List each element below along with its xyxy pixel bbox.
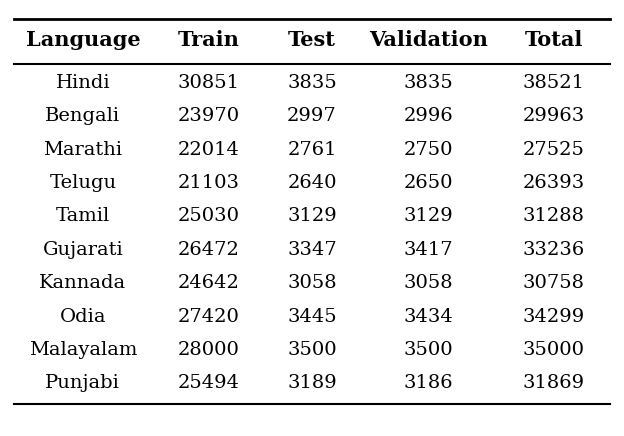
Text: Gujarati: Gujarati [42, 241, 124, 259]
Text: 3835: 3835 [403, 74, 453, 92]
Text: 2650: 2650 [403, 174, 453, 192]
Text: 22014: 22014 [177, 141, 240, 159]
Text: Hindi: Hindi [56, 74, 110, 92]
Text: 25494: 25494 [177, 374, 240, 392]
Text: 21103: 21103 [177, 174, 240, 192]
Text: 30758: 30758 [523, 274, 585, 292]
Text: 34299: 34299 [522, 307, 585, 326]
Text: 2761: 2761 [287, 141, 337, 159]
Text: Odia: Odia [60, 307, 106, 326]
Text: 2996: 2996 [403, 107, 453, 126]
Text: 3186: 3186 [403, 374, 453, 392]
Text: 3129: 3129 [287, 208, 337, 225]
Text: 3058: 3058 [287, 274, 337, 292]
Text: 3129: 3129 [403, 208, 453, 225]
Text: Punjabi: Punjabi [46, 374, 120, 392]
Text: 31869: 31869 [523, 374, 585, 392]
Text: Bengali: Bengali [46, 107, 120, 126]
Text: 3189: 3189 [287, 374, 337, 392]
Text: Kannada: Kannada [39, 274, 127, 292]
Text: Language: Language [26, 31, 140, 51]
Text: 2997: 2997 [287, 107, 337, 126]
Text: Malayalam: Malayalam [29, 341, 137, 359]
Text: 27525: 27525 [523, 141, 585, 159]
Text: 3835: 3835 [287, 74, 337, 92]
Text: 33236: 33236 [522, 241, 585, 259]
Text: 2750: 2750 [403, 141, 453, 159]
Text: Tamil: Tamil [56, 208, 110, 225]
Text: 3347: 3347 [287, 241, 337, 259]
Text: 35000: 35000 [523, 341, 585, 359]
Text: Validation: Validation [369, 31, 487, 51]
Text: Marathi: Marathi [43, 141, 122, 159]
Text: 23970: 23970 [177, 107, 240, 126]
Text: 3417: 3417 [403, 241, 453, 259]
Text: 3434: 3434 [403, 307, 453, 326]
Text: 26393: 26393 [522, 174, 585, 192]
Text: 3500: 3500 [403, 341, 453, 359]
Text: 29963: 29963 [522, 107, 585, 126]
Text: 28000: 28000 [177, 341, 240, 359]
Text: 3445: 3445 [287, 307, 337, 326]
Text: 24642: 24642 [177, 274, 240, 292]
Text: 27420: 27420 [177, 307, 240, 326]
Text: Test: Test [288, 31, 336, 51]
Text: 26472: 26472 [177, 241, 240, 259]
Text: 38521: 38521 [523, 74, 585, 92]
Text: 3500: 3500 [287, 341, 337, 359]
Text: 3058: 3058 [403, 274, 453, 292]
Text: 30851: 30851 [177, 74, 240, 92]
Text: 25030: 25030 [177, 208, 240, 225]
Text: Total: Total [525, 31, 583, 51]
Text: 31288: 31288 [523, 208, 585, 225]
Text: 2640: 2640 [287, 174, 337, 192]
Text: Telugu: Telugu [49, 174, 117, 192]
Text: Train: Train [177, 31, 240, 51]
